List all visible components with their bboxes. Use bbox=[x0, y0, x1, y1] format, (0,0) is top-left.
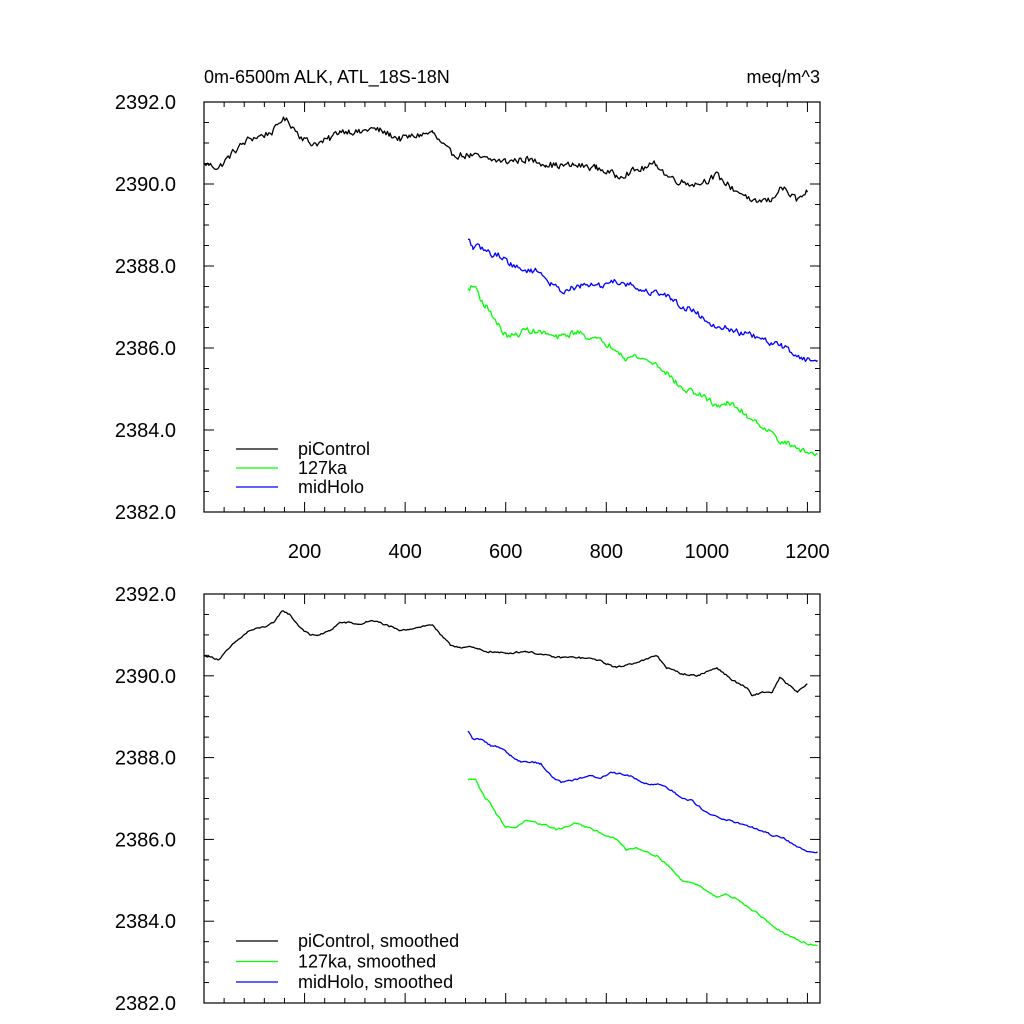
x-tick-label: 400 bbox=[388, 541, 421, 563]
series-line-picontrol bbox=[204, 610, 808, 697]
series-line-midholo bbox=[467, 730, 818, 854]
y-tick-label: 2390.0 bbox=[115, 666, 176, 688]
y-tick-label: 2386.0 bbox=[115, 829, 176, 851]
legend-label: piControl, smoothed bbox=[298, 931, 459, 951]
series-line-127ka bbox=[467, 778, 818, 947]
series-line-picontrol bbox=[203, 116, 808, 203]
panel-top: 0m-6500m ALK, ATL_18S-18N meq/m^3 2382.0… bbox=[115, 67, 830, 563]
y-tick-label: 2382.0 bbox=[115, 502, 176, 524]
y-tick-label: 2392.0 bbox=[115, 92, 176, 114]
series-line-127ka bbox=[467, 285, 818, 457]
y-tick-label: 2388.0 bbox=[115, 748, 176, 770]
y-tick-label: 2386.0 bbox=[115, 338, 176, 360]
y-tick-label: 2392.0 bbox=[115, 584, 176, 606]
chart-units: meq/m^3 bbox=[747, 67, 820, 87]
y-tick-label: 2388.0 bbox=[115, 256, 176, 278]
x-tick-label: 800 bbox=[590, 541, 623, 563]
y-tick-label: 2384.0 bbox=[115, 911, 176, 933]
y-tick-label: 2384.0 bbox=[115, 420, 176, 442]
y-tick-label: 2390.0 bbox=[115, 174, 176, 196]
panel-bottom: 2382.0 2384.0 2386.0 2388.0 2390.0 2392.0 piCo… bbox=[115, 584, 821, 1015]
plot-frame bbox=[203, 101, 821, 513]
y-tick-label: 2382.0 bbox=[115, 993, 176, 1015]
chart-title: 0m-6500m ALK, ATL_18S-18N bbox=[204, 67, 450, 88]
legend-label: midHolo, smoothed bbox=[298, 972, 453, 992]
legend-label: piControl bbox=[298, 439, 370, 459]
x-tick-label: 1200 bbox=[785, 541, 830, 563]
plot-frame bbox=[203, 593, 821, 1004]
legend-label: midHolo bbox=[298, 477, 364, 497]
legend-label: 127ka bbox=[298, 458, 348, 478]
legend-label: 127ka, smoothed bbox=[298, 952, 436, 972]
series-line-midholo bbox=[467, 238, 818, 363]
x-tick-label: 600 bbox=[489, 541, 522, 563]
x-tick-label: 1000 bbox=[685, 541, 730, 563]
x-tick-label: 200 bbox=[288, 541, 321, 563]
